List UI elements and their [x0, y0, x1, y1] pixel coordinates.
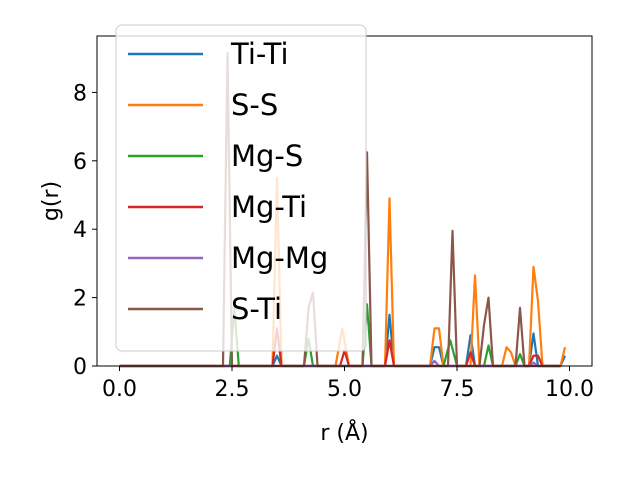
- legend-label: Mg-S: [231, 139, 303, 173]
- legend-label: Mg-Ti: [231, 190, 307, 224]
- legend-box: [115, 24, 367, 352]
- legend: Ti-Ti S-S Mg-S Mg-Ti Mg-Mg S-Ti: [115, 24, 367, 352]
- legend-label: S-S: [231, 88, 278, 122]
- x-tick-label: 2.5: [215, 377, 250, 402]
- legend-label: Ti-Ti: [230, 37, 289, 71]
- y-tick-label: 6: [73, 150, 87, 175]
- x-axis-label: r (Å): [320, 419, 368, 446]
- y-tick-label: 8: [73, 81, 87, 106]
- y-tick-label: 0: [73, 355, 87, 380]
- x-tick-label: 0.0: [102, 377, 137, 402]
- x-axis: 0.0 2.5 5.0 7.5 10.0: [102, 366, 594, 402]
- y-axis-label: g(r): [39, 181, 64, 221]
- x-tick-label: 7.5: [440, 377, 475, 402]
- series-line-mg-ti: [119, 327, 561, 368]
- y-axis: 0 2 4 6 8: [73, 81, 97, 380]
- legend-label: Mg-Mg: [231, 241, 328, 275]
- legend-label: S-Ti: [231, 292, 282, 326]
- y-tick-label: 2: [73, 287, 87, 312]
- x-tick-label: 5.0: [327, 377, 362, 402]
- x-tick-label: 10.0: [545, 377, 594, 402]
- y-tick-label: 4: [73, 218, 87, 243]
